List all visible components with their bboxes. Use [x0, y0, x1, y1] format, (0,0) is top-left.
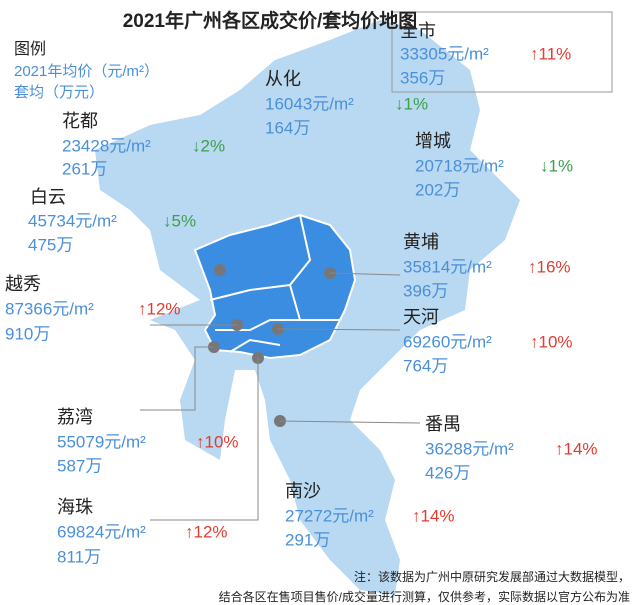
district-change: ↓5% [163, 211, 196, 230]
leader-lines [140, 272, 421, 521]
district-change: ↓1% [540, 156, 573, 175]
district-price: 45734元/m² [28, 211, 117, 230]
note: 注：该数据为广州中原研究发展部通过大数据模型， [354, 569, 630, 584]
district-border [209, 214, 340, 353]
district-change: ↑16% [528, 257, 571, 276]
district-name: 越秀 [5, 274, 41, 294]
district-total: 261万 [62, 159, 107, 178]
district-price: 69824元/m² [57, 522, 146, 541]
district-price: 33305元/m² [400, 44, 489, 63]
leader-line [150, 358, 259, 521]
district-name: 南沙 [285, 481, 321, 501]
district-name: 番禺 [425, 414, 461, 434]
citywide-box [391, 11, 613, 93]
district-name: 黄埔 [403, 232, 439, 252]
legend-price: 2021年均价（元/m²） [14, 63, 159, 80]
district-change: ↓1% [395, 94, 428, 113]
district-total: 910万 [5, 324, 50, 343]
district-price: 69260元/m² [403, 332, 492, 351]
district-total: 475万 [28, 235, 73, 254]
leader-line [329, 272, 401, 276]
district-total: 202万 [415, 180, 460, 199]
district-price: 23428元/m² [62, 136, 151, 155]
district-name: 海珠 [57, 497, 93, 517]
district-change: ↑12% [185, 522, 228, 541]
district-price: 36288元/m² [425, 439, 514, 458]
district-change: ↑10% [530, 332, 573, 351]
district-total: 291万 [285, 530, 330, 549]
legend-total: 套均（万元） [14, 84, 104, 101]
note: 结合各区在售项目售价/成交量进行测算，仅供参考，实际数据以官方公布为准 [219, 589, 630, 604]
district-name: 天河 [403, 307, 439, 327]
district-price: 20718元/m² [415, 156, 504, 175]
leader-line [140, 346, 214, 411]
district-name: 全市 [400, 21, 436, 41]
district-total: 396万 [403, 281, 448, 300]
district-price: 55079元/m² [57, 432, 146, 451]
marker [214, 264, 226, 276]
district-change: ↑14% [412, 506, 455, 525]
district-change: ↓2% [192, 136, 225, 155]
district-total: 764万 [403, 356, 448, 375]
district-total: 811万 [57, 547, 101, 566]
leader-line [279, 420, 421, 424]
district-name: 白云 [30, 187, 66, 207]
district-price: 16043元/m² [265, 94, 354, 113]
district-change: ↑11% [530, 44, 571, 63]
district-change: ↑14% [555, 439, 598, 458]
district-name: 荔湾 [57, 407, 93, 427]
district-price: 35814元/m² [403, 257, 492, 276]
district-total: 356万 [400, 68, 445, 87]
district-name: 花都 [62, 111, 98, 131]
legend-label: 图例 [14, 40, 46, 58]
district-total: 164万 [265, 118, 310, 137]
map [95, 20, 520, 595]
district-price: 27272元/m² [285, 506, 374, 525]
title: 2021年广州各区成交价/套均价地图 [123, 9, 418, 32]
district-price: 87366元/m² [5, 299, 94, 318]
district-name: 增城 [415, 131, 451, 151]
district-change: ↑10% [196, 432, 239, 451]
district-name: 从化 [265, 69, 301, 89]
district-change: ↑12% [138, 299, 181, 318]
district-total: 426万 [425, 463, 470, 482]
leader-line [277, 328, 401, 331]
district-total: 587万 [57, 456, 102, 475]
